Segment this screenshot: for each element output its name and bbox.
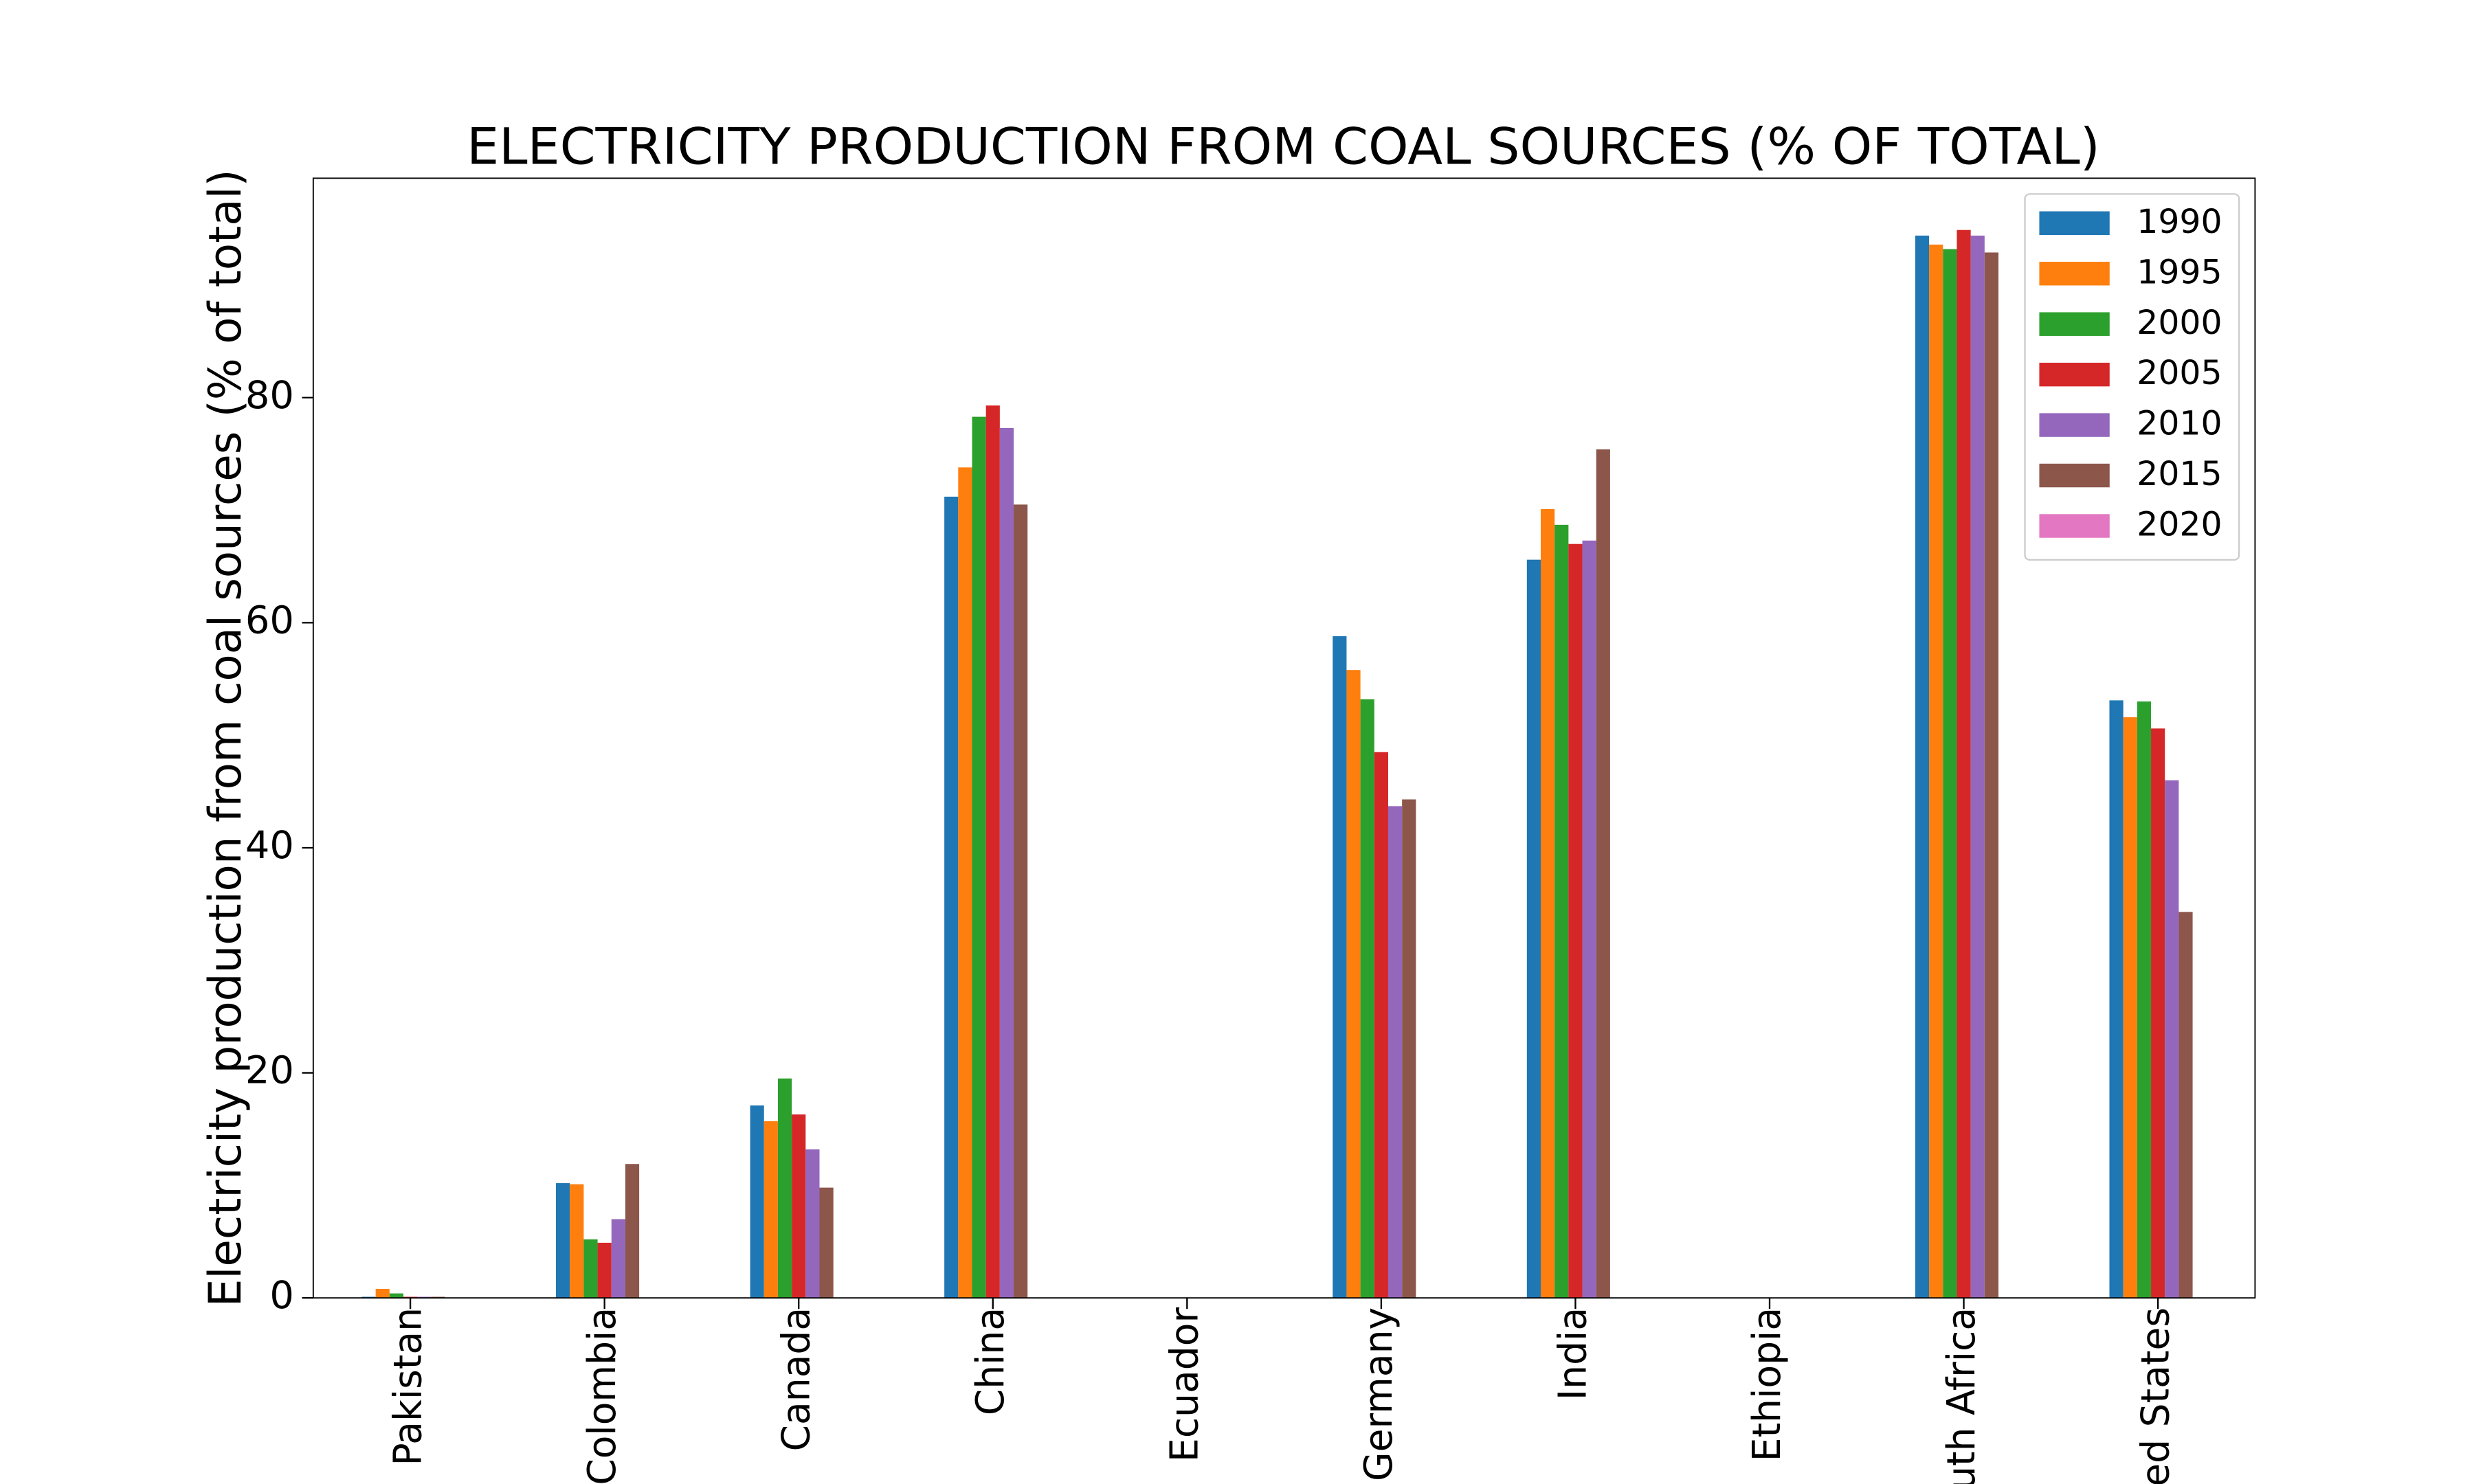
bar xyxy=(2137,701,2152,1298)
legend-swatch xyxy=(2039,413,2110,437)
legend-label: 1995 xyxy=(2137,254,2222,292)
bar xyxy=(1014,504,1028,1298)
bar xyxy=(1388,806,1403,1298)
y-tick-label: 80 xyxy=(245,374,294,418)
legend-swatch xyxy=(2039,262,2110,286)
x-tick-label: Colombia xyxy=(581,1307,625,1484)
bar xyxy=(777,1078,792,1298)
bar xyxy=(1943,249,1957,1298)
plot-frame xyxy=(312,177,2256,1299)
x-tick-label: Germany xyxy=(1357,1307,1401,1481)
bar xyxy=(944,496,959,1298)
bar xyxy=(2165,780,2179,1298)
x-tick-label: Pakistan xyxy=(386,1307,430,1466)
y-axis-label: Electricity production from coal sources… xyxy=(200,169,252,1307)
bar xyxy=(1568,543,1583,1298)
bar xyxy=(1596,449,1610,1298)
bar xyxy=(389,1293,404,1298)
legend-label: 2010 xyxy=(2137,405,2222,443)
bar xyxy=(958,467,972,1298)
bar xyxy=(1582,540,1596,1298)
legend-label: 2015 xyxy=(2137,455,2222,493)
legend-swatch xyxy=(2039,211,2110,236)
bar xyxy=(1554,524,1569,1298)
bar xyxy=(1360,699,1374,1298)
x-tick-label: China xyxy=(969,1307,1013,1415)
bar xyxy=(375,1289,390,1298)
x-tick-label: Ecuador xyxy=(1163,1307,1207,1462)
bar xyxy=(583,1239,598,1298)
bar xyxy=(985,405,1000,1298)
bar xyxy=(1984,252,1999,1298)
bar xyxy=(2123,717,2137,1298)
bar xyxy=(972,416,986,1298)
bar xyxy=(1346,670,1361,1298)
x-tick-label: India xyxy=(1551,1307,1595,1400)
bar xyxy=(1333,636,1347,1298)
bar xyxy=(1374,752,1388,1298)
bar xyxy=(2151,728,2165,1298)
bar xyxy=(1957,229,1971,1298)
y-tick-label: 40 xyxy=(245,824,294,868)
bar xyxy=(625,1164,640,1298)
legend-label: 2000 xyxy=(2137,304,2222,342)
x-tick-label: Ethiopia xyxy=(1746,1307,1790,1461)
bar xyxy=(764,1121,778,1298)
bar xyxy=(1970,235,1985,1298)
bar xyxy=(792,1114,806,1298)
legend-swatch xyxy=(2039,362,2110,387)
bar xyxy=(597,1242,612,1298)
bar xyxy=(1526,559,1541,1298)
bar xyxy=(2178,912,2193,1298)
legend-swatch xyxy=(2039,463,2110,488)
legend-label: 1990 xyxy=(2137,203,2222,241)
bar xyxy=(819,1187,834,1298)
bar xyxy=(1929,245,1943,1298)
y-tick-label: 60 xyxy=(245,599,294,643)
y-tick-label: 0 xyxy=(269,1274,294,1318)
legend-label: 2005 xyxy=(2137,355,2222,393)
x-tick-label: Canada xyxy=(774,1307,818,1452)
bar xyxy=(999,428,1014,1298)
x-tick-label: South Africa xyxy=(1939,1307,1983,1484)
bar xyxy=(611,1219,625,1298)
bar xyxy=(2109,700,2124,1298)
bar xyxy=(1540,508,1555,1298)
chart-title: ELECTRICITY PRODUCTION FROM COAL SOURCES… xyxy=(467,117,2100,176)
bar xyxy=(570,1184,584,1298)
bar xyxy=(1402,799,1416,1298)
legend-label: 2020 xyxy=(2137,506,2222,544)
bar xyxy=(556,1183,570,1298)
bar xyxy=(750,1105,764,1298)
legend-swatch xyxy=(2039,312,2110,336)
bar xyxy=(1915,235,1930,1298)
bar xyxy=(805,1149,820,1298)
x-tick-label: United States xyxy=(2134,1307,2178,1484)
y-tick-label: 20 xyxy=(245,1049,294,1093)
legend-swatch xyxy=(2039,514,2110,538)
